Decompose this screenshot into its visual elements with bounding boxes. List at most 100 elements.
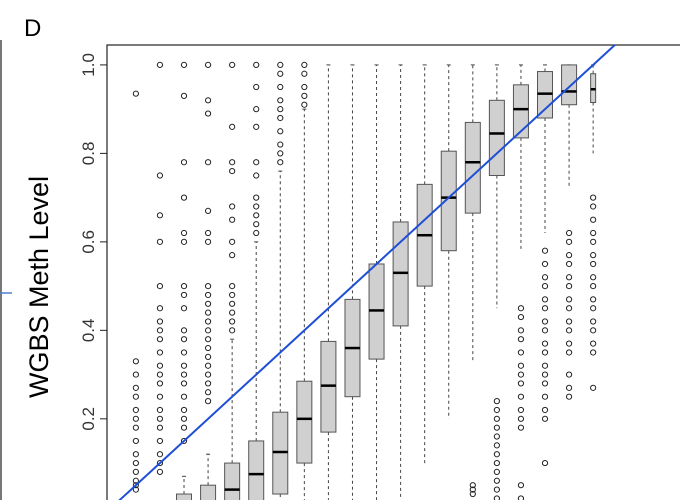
box xyxy=(200,484,217,500)
outlier xyxy=(541,260,549,268)
outlier xyxy=(493,495,500,500)
outlier xyxy=(156,415,164,422)
outlier xyxy=(277,61,284,69)
outlier xyxy=(253,229,260,237)
outlier xyxy=(229,300,236,307)
outlier xyxy=(565,229,573,237)
outlier xyxy=(156,336,164,343)
outlier xyxy=(517,380,525,387)
outlier xyxy=(204,97,212,104)
outlier xyxy=(565,296,573,303)
outlier xyxy=(541,318,549,325)
outlier xyxy=(132,415,139,422)
outlier xyxy=(180,159,188,166)
outlier xyxy=(180,424,188,431)
outlier xyxy=(590,238,597,245)
outlier xyxy=(493,451,500,458)
outlier xyxy=(229,216,236,223)
outlier xyxy=(277,159,284,166)
outlier xyxy=(180,291,188,299)
outlier xyxy=(277,83,284,91)
outlier xyxy=(156,283,164,290)
outlier xyxy=(517,424,525,431)
outlier xyxy=(541,349,549,356)
y-tick-label: 0.8 xyxy=(79,142,98,166)
outlier xyxy=(204,207,212,214)
outlier xyxy=(493,459,500,467)
outlier xyxy=(156,362,164,369)
outlier xyxy=(156,424,164,431)
outlier xyxy=(517,393,525,400)
outlier xyxy=(565,283,573,290)
outlier xyxy=(565,384,573,391)
outlier xyxy=(204,344,212,352)
outlier xyxy=(180,362,188,369)
box xyxy=(464,121,481,214)
box xyxy=(248,440,265,500)
outlier xyxy=(180,283,188,290)
outlier xyxy=(517,371,525,378)
outlier xyxy=(180,437,188,445)
outlier xyxy=(590,283,597,290)
outlier xyxy=(229,318,236,325)
outlier xyxy=(541,406,549,414)
outlier xyxy=(204,371,212,378)
outlier xyxy=(204,309,212,316)
outlier xyxy=(132,393,139,400)
outlier xyxy=(229,123,236,130)
outlier xyxy=(590,203,597,210)
outlier xyxy=(253,194,260,201)
outlier xyxy=(180,92,188,99)
outlier xyxy=(180,327,188,334)
outlier xyxy=(204,291,212,299)
outlier xyxy=(590,340,597,347)
outlier xyxy=(156,318,164,325)
outlier xyxy=(156,371,164,378)
outlier xyxy=(180,380,188,387)
outlier xyxy=(180,393,188,400)
outlier xyxy=(180,415,188,422)
outlier xyxy=(541,327,549,334)
outlier xyxy=(180,229,188,237)
outlier xyxy=(541,415,549,422)
outlier xyxy=(132,468,139,476)
outlier xyxy=(590,194,597,201)
outlier xyxy=(253,123,260,130)
outlier xyxy=(180,406,188,414)
outlier xyxy=(132,358,139,365)
outlier xyxy=(277,141,284,148)
outlier xyxy=(590,274,597,281)
outlier xyxy=(180,194,188,201)
outlier xyxy=(132,371,139,378)
outlier xyxy=(253,159,260,166)
outlier xyxy=(517,415,525,422)
outlier xyxy=(180,305,188,312)
outlier xyxy=(132,482,139,489)
outlier xyxy=(132,437,139,445)
outlier xyxy=(493,477,500,484)
outlier xyxy=(204,398,212,405)
outlier xyxy=(590,305,597,312)
outlier xyxy=(565,327,573,334)
outlier xyxy=(517,336,525,343)
outlier xyxy=(204,336,212,343)
outlier xyxy=(517,349,525,356)
outlier xyxy=(565,238,573,245)
box xyxy=(176,493,193,500)
outlier xyxy=(590,229,597,237)
outlier xyxy=(301,92,308,99)
outlier xyxy=(229,309,236,316)
outlier xyxy=(541,459,549,467)
outlier xyxy=(156,406,164,414)
box xyxy=(440,150,457,252)
outlier xyxy=(301,61,308,69)
outlier xyxy=(565,371,573,378)
outlier xyxy=(253,212,260,219)
panel-label: D xyxy=(24,15,41,42)
outlier xyxy=(541,380,549,387)
outlier xyxy=(277,150,284,157)
box xyxy=(296,380,313,464)
outlier xyxy=(132,477,139,484)
outlier xyxy=(541,305,549,312)
outlier xyxy=(541,274,549,281)
